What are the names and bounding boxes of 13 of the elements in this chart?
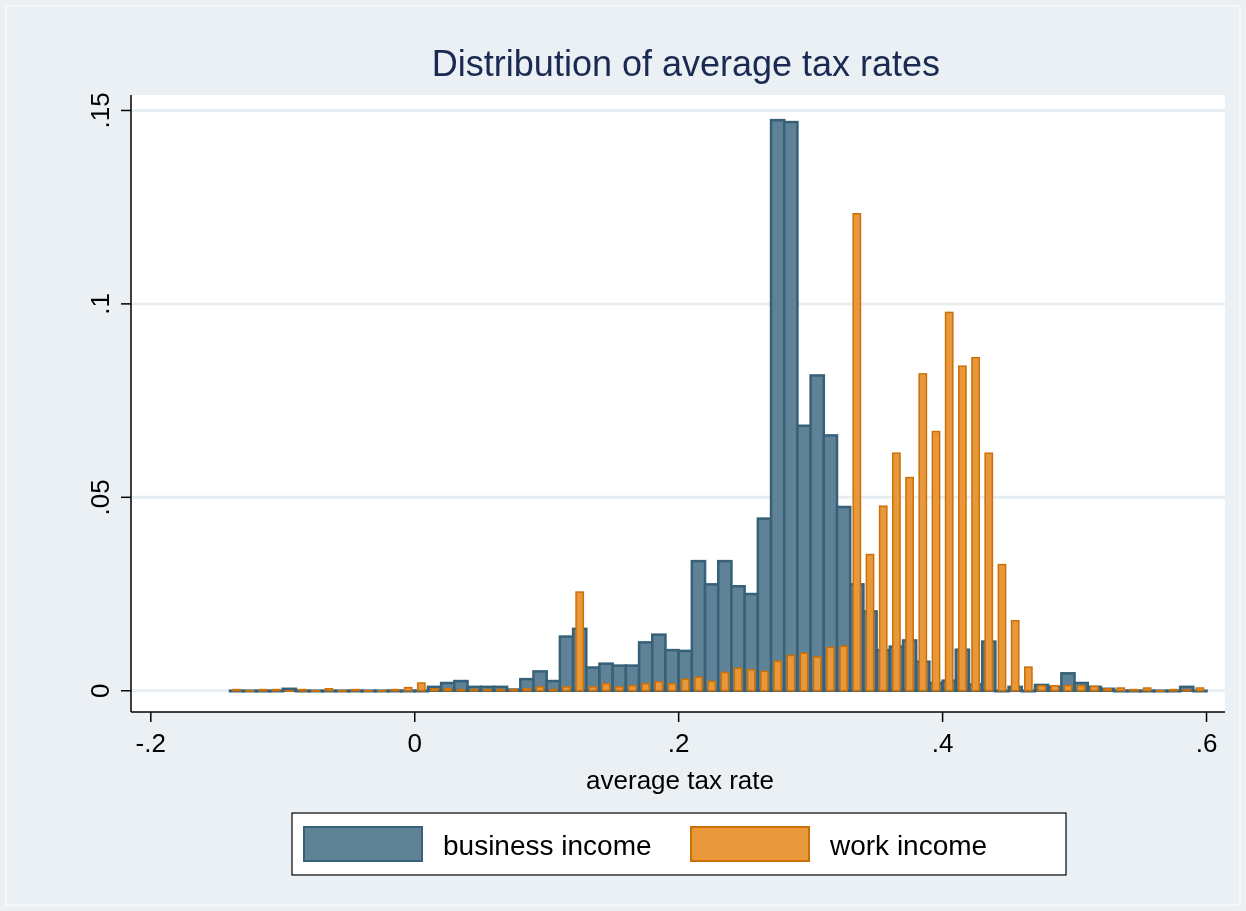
chart-title: Distribution of average tax rates [431, 43, 941, 84]
y-tick-label: .15 [85, 92, 115, 129]
legend-label: work income [829, 830, 988, 861]
x-tick-label: .2 [667, 728, 690, 758]
x-tick-label: -.2 [135, 728, 166, 758]
y-tick-label: .05 [85, 479, 115, 516]
y-tick-label: .1 [85, 293, 115, 315]
x-tick-label: 0 [407, 728, 422, 758]
legend-label: business income [443, 830, 652, 861]
x-axis-title: average tax rate [586, 765, 774, 795]
x-tick-label: .6 [1195, 728, 1218, 758]
y-tick-label: 0 [85, 683, 115, 698]
x-tick-label: .4 [931, 728, 954, 758]
